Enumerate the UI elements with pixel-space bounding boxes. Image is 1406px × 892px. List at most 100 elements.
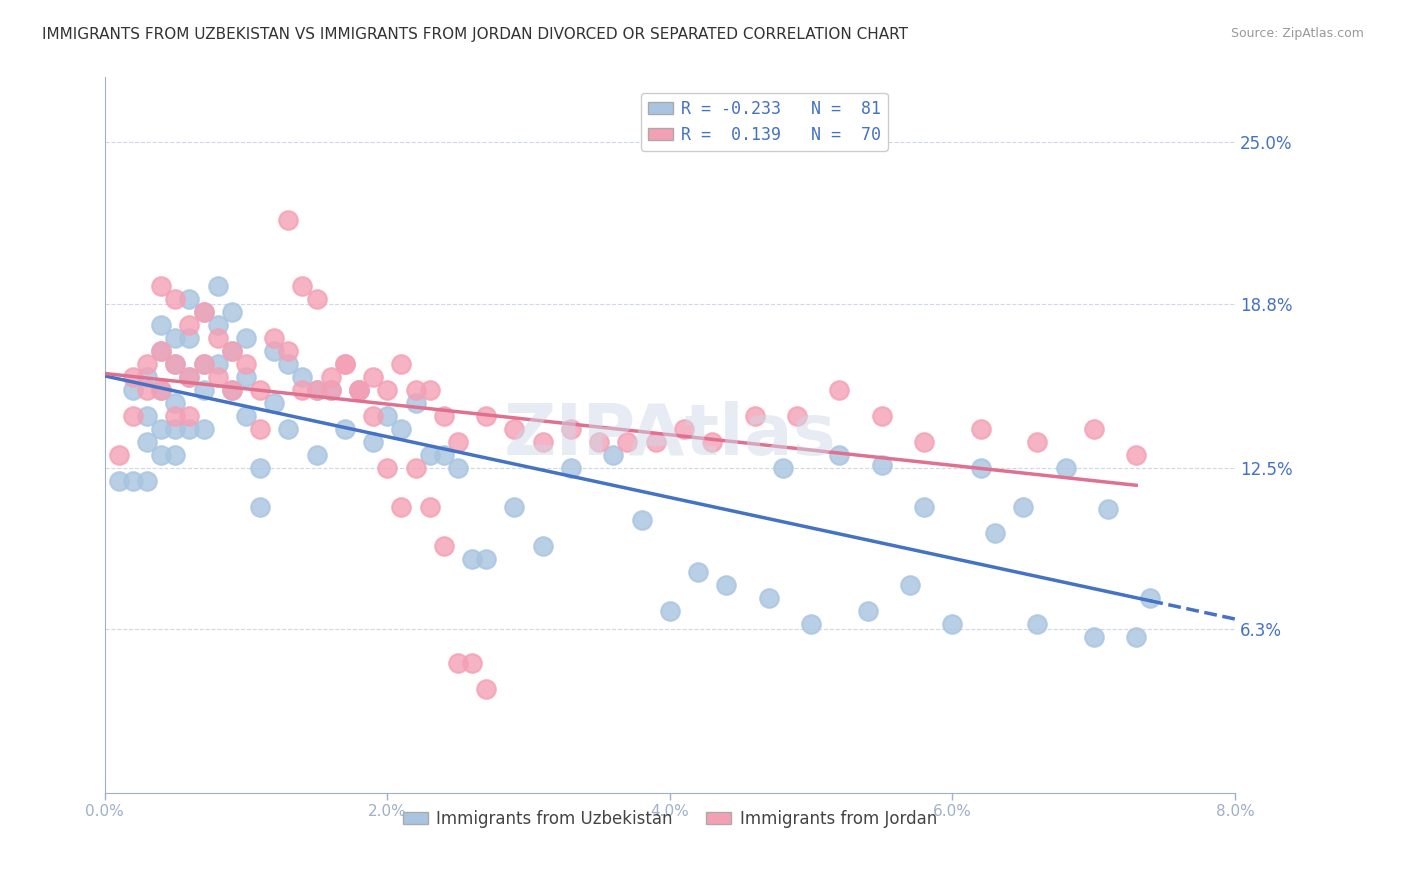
Point: [319, 369, 342, 384]
Point: [165, 357, 187, 371]
Point: [150, 343, 173, 358]
Point: [179, 409, 201, 423]
Text: IMMIGRANTS FROM UZBEKISTAN VS IMMIGRANTS FROM JORDAN DIVORCED OR SEPARATED CORRE: IMMIGRANTS FROM UZBEKISTAN VS IMMIGRANTS…: [42, 27, 908, 42]
Point: [433, 409, 456, 423]
Point: [419, 448, 441, 462]
Point: [389, 357, 412, 371]
Point: [828, 448, 851, 462]
Point: [305, 292, 328, 306]
Point: [333, 421, 356, 435]
Point: [347, 383, 370, 397]
Point: [263, 330, 285, 344]
Point: [150, 318, 173, 332]
Point: [235, 409, 257, 423]
Point: [165, 292, 187, 306]
Point: [207, 369, 229, 384]
Point: [107, 474, 129, 488]
Point: [447, 460, 470, 475]
Point: [305, 383, 328, 397]
Point: [433, 448, 456, 462]
Point: [122, 383, 145, 397]
Point: [221, 343, 243, 358]
Point: [970, 460, 993, 475]
Point: [221, 383, 243, 397]
Point: [179, 421, 201, 435]
Point: [193, 304, 215, 318]
Point: [1125, 448, 1147, 462]
Point: [249, 500, 271, 514]
Point: [375, 409, 398, 423]
Point: [165, 357, 187, 371]
Point: [150, 278, 173, 293]
Point: [122, 474, 145, 488]
Point: [207, 278, 229, 293]
Point: [122, 409, 145, 423]
Point: [1125, 630, 1147, 644]
Point: [277, 213, 299, 227]
Legend: Immigrants from Uzbekistan, Immigrants from Jordan: Immigrants from Uzbekistan, Immigrants f…: [396, 803, 943, 834]
Point: [193, 357, 215, 371]
Point: [503, 421, 526, 435]
Point: [870, 409, 893, 423]
Point: [249, 421, 271, 435]
Point: [898, 577, 921, 591]
Point: [179, 292, 201, 306]
Point: [277, 421, 299, 435]
Point: [221, 304, 243, 318]
Point: [658, 604, 681, 618]
Point: [277, 343, 299, 358]
Point: [291, 278, 314, 293]
Point: [375, 460, 398, 475]
Point: [136, 369, 159, 384]
Point: [207, 330, 229, 344]
Point: [333, 357, 356, 371]
Point: [531, 434, 554, 449]
Point: [150, 383, 173, 397]
Point: [347, 383, 370, 397]
Point: [475, 681, 498, 696]
Point: [461, 551, 484, 566]
Point: [702, 434, 724, 449]
Point: [461, 656, 484, 670]
Point: [1012, 500, 1035, 514]
Point: [136, 409, 159, 423]
Point: [361, 434, 384, 449]
Point: [193, 357, 215, 371]
Point: [179, 318, 201, 332]
Point: [305, 383, 328, 397]
Point: [235, 369, 257, 384]
Point: [150, 343, 173, 358]
Point: [447, 434, 470, 449]
Point: [560, 460, 582, 475]
Point: [419, 383, 441, 397]
Point: [630, 512, 652, 526]
Point: [179, 330, 201, 344]
Point: [207, 318, 229, 332]
Point: [688, 565, 710, 579]
Point: [800, 616, 823, 631]
Point: [1083, 421, 1105, 435]
Point: [347, 383, 370, 397]
Point: [319, 383, 342, 397]
Point: [941, 616, 963, 631]
Point: [588, 434, 610, 449]
Point: [1139, 591, 1161, 605]
Point: [405, 395, 427, 409]
Point: [235, 357, 257, 371]
Point: [263, 343, 285, 358]
Point: [1097, 502, 1119, 516]
Point: [475, 551, 498, 566]
Point: [616, 434, 638, 449]
Point: [107, 448, 129, 462]
Point: [786, 409, 808, 423]
Point: [193, 304, 215, 318]
Point: [560, 421, 582, 435]
Point: [179, 369, 201, 384]
Point: [319, 383, 342, 397]
Point: [122, 369, 145, 384]
Point: [249, 460, 271, 475]
Point: [758, 591, 780, 605]
Point: [277, 357, 299, 371]
Point: [672, 421, 695, 435]
Point: [389, 421, 412, 435]
